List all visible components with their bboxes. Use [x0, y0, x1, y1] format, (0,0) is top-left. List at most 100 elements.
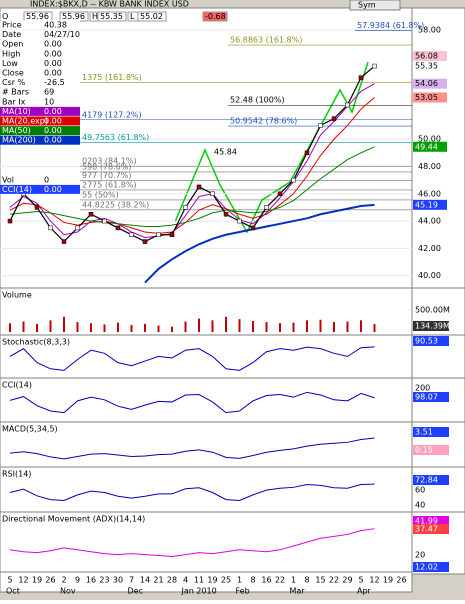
data-window-label: Date — [2, 30, 21, 39]
candle — [61, 239, 67, 244]
volume-bar — [346, 321, 349, 332]
x-tick-label: 8 — [250, 576, 255, 585]
indicator-line — [9, 437, 375, 460]
indicator-axis-label: 90.53 — [415, 337, 438, 346]
current-value: 56.08 — [415, 52, 438, 61]
data-window-value: 0.00 — [44, 59, 62, 68]
volume-bar — [238, 319, 241, 332]
volume-bar — [292, 322, 295, 332]
data-window-row — [0, 87, 80, 97]
data-window-value: 0.00 — [44, 40, 62, 49]
window-title: INDEX:$BKX,D -- KBW BANK INDEX USD — [30, 0, 189, 9]
x-tick-label: 1 — [237, 576, 242, 585]
candle — [210, 191, 215, 197]
volume-bar — [63, 316, 65, 332]
volume-bar — [279, 323, 281, 332]
volume-bar — [360, 320, 362, 332]
volume-bar — [90, 323, 92, 332]
sym-button-label[interactable]: Sym — [358, 1, 376, 10]
data-window-value: 69 — [44, 88, 54, 97]
candle — [223, 211, 229, 217]
current-value: 53.05 — [415, 93, 438, 102]
y-tick-label: 48.00 — [418, 162, 441, 171]
fib-label: 1375 (161.8%) — [82, 73, 142, 82]
volume-bar — [198, 318, 200, 332]
y-tick-label: 50.00 — [418, 135, 441, 144]
candle — [75, 225, 80, 231]
data-window-row — [0, 116, 80, 126]
x-tick-label: 25 — [221, 576, 231, 585]
y-tick-label: 44.00 — [418, 217, 441, 226]
x-tick-label: 12 — [18, 576, 28, 585]
x-tick-label: 26 — [45, 576, 55, 585]
candle — [129, 232, 134, 237]
x-tick-label: 19 — [383, 576, 393, 585]
data-window-value: 10 — [44, 97, 54, 106]
data-window-label: Close — [2, 69, 24, 78]
sym-button[interactable] — [349, 0, 401, 11]
month-label: Apr — [357, 587, 372, 596]
fib-label: 0203 (84.1%) — [82, 157, 137, 166]
indicator-axis-label: 37.47 — [415, 525, 438, 534]
ma-line — [9, 83, 375, 238]
current-value-box — [413, 92, 447, 103]
volume-bar — [373, 324, 376, 332]
x-tick-label: 4 — [183, 576, 188, 585]
indicator-value-box — [413, 392, 449, 402]
current-value-box — [413, 61, 447, 72]
data-window-label: CCI(14) — [2, 185, 32, 194]
data-window-label: Low — [2, 59, 18, 68]
indicator-axis-label: 72.84 — [415, 476, 438, 485]
header-text: O — [2, 12, 8, 21]
panel-title: CCI(14) — [2, 381, 32, 390]
x-tick-label: 15 — [315, 576, 325, 585]
fib-label: 52.48 (100%) — [230, 96, 285, 105]
candle — [183, 205, 188, 210]
data-window-value: 04/27/10 — [44, 30, 80, 39]
data-window-row — [0, 49, 80, 59]
candle — [331, 116, 337, 121]
data-window-label: MA(10) — [2, 107, 31, 116]
data-window-label: Csr % — [2, 78, 26, 87]
x-tick-label: 5 — [358, 576, 363, 585]
indicator-axis-label: 500.00M — [415, 306, 450, 315]
panel-title: MACD(5,34,5) — [2, 425, 58, 434]
month-label: Mar — [290, 587, 306, 596]
indicator-value-box — [413, 336, 449, 346]
data-window-label: Bar Ix — [2, 97, 26, 106]
fib-label: 977 (70.7%) — [82, 171, 131, 180]
x-tick-label: 26 — [396, 576, 406, 585]
candle — [291, 177, 296, 183]
indicator-axis-label: 3.51 — [415, 428, 433, 437]
data-window-label: Open — [2, 40, 23, 49]
data-window-label: MA(200) — [2, 136, 36, 145]
month-label: Feb — [236, 587, 250, 596]
data-window-row — [0, 30, 80, 40]
data-window-value: -26.5 — [44, 78, 65, 87]
indicator-axis-label: 98.07 — [415, 393, 438, 402]
data-window-row — [0, 135, 80, 145]
indicator-axis-label: 60 — [415, 486, 425, 495]
month-label: Dec — [128, 587, 143, 596]
current-value: 49.44 — [415, 142, 438, 151]
volume-bar — [49, 320, 52, 332]
candle — [169, 232, 175, 237]
panel-title: Stochastic(8,3,3) — [2, 338, 70, 347]
x-tick-label: 5 — [7, 576, 12, 585]
x-tick-label: 1 — [291, 576, 296, 585]
data-window-value: 0.00 — [44, 117, 62, 126]
header-field — [202, 11, 228, 22]
x-tick-label: 22 — [275, 576, 285, 585]
data-window-label: Vol — [2, 175, 14, 184]
volume-bar — [144, 323, 146, 332]
volume-bar — [171, 326, 173, 332]
volume-bar — [225, 316, 227, 332]
volume-bar — [184, 321, 187, 332]
volume-bar — [319, 319, 322, 332]
indicator-value-box — [413, 562, 449, 572]
data-window-value: 0 — [44, 175, 49, 184]
volume-bar — [103, 324, 106, 332]
data-window-row — [0, 20, 80, 30]
indicator-value-box — [413, 427, 449, 437]
